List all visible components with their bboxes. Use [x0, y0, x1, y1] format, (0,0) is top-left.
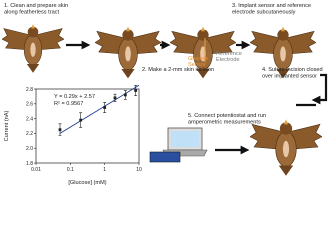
x-tick-label: 1 — [103, 167, 106, 173]
y-axis-label: Current (nA) — [4, 110, 10, 141]
point — [103, 106, 107, 109]
y-tick-label: 2.2 — [26, 131, 33, 137]
x-tick-label: 10 — [136, 167, 142, 173]
point — [58, 128, 62, 132]
sensor-label: Glucose — [188, 56, 209, 62]
fit-line — [59, 84, 140, 134]
x-tick-label: 0.1 — [67, 167, 74, 173]
point — [79, 118, 83, 122]
y-tick-label: 2.8 — [26, 87, 33, 93]
chart-frame — [35, 88, 140, 164]
point — [134, 89, 138, 92]
step-text: 5. Connect potentiostat and run — [188, 113, 266, 119]
point — [113, 96, 117, 100]
step-text: 2. Make a 2-mm skin incision — [142, 67, 214, 73]
reference-label: Electrode — [216, 57, 240, 63]
sensor-label: Sensor — [188, 62, 206, 68]
y-tick-label: 1.8 — [26, 161, 33, 167]
bird — [2, 23, 64, 74]
step-text: electrode subcutaneously — [232, 10, 296, 16]
annotation: R² = 0.9567 — [54, 101, 83, 107]
step-text: amperometric measurements — [188, 120, 261, 126]
y-tick-label: 2.4 — [26, 116, 33, 122]
step-text: over implanted sensor — [262, 74, 317, 80]
step-text: 4. Suture incision closed — [262, 67, 323, 73]
point — [123, 93, 127, 97]
x-tick-label: 0.01 — [31, 167, 41, 173]
y-tick-label: 2.0 — [26, 146, 33, 152]
reference-label: Reference — [216, 51, 242, 57]
step-text: along featherless tract — [4, 10, 59, 16]
step-text: 1. Clean and prepare skin — [4, 3, 68, 9]
x-axis-label: [Glucose] (mM) — [68, 180, 106, 186]
step-text: 3. Implant sensor and reference — [232, 3, 311, 9]
annotation: Y = 0.29x + 2.57 — [54, 94, 95, 100]
y-tick-label: 2.6 — [26, 102, 33, 108]
bird — [250, 118, 322, 177]
page: {"steps":[ {"lines":["1. Clean and prepa… — [2, 3, 328, 186]
arrows — [66, 40, 328, 155]
laptop — [149, 127, 208, 163]
